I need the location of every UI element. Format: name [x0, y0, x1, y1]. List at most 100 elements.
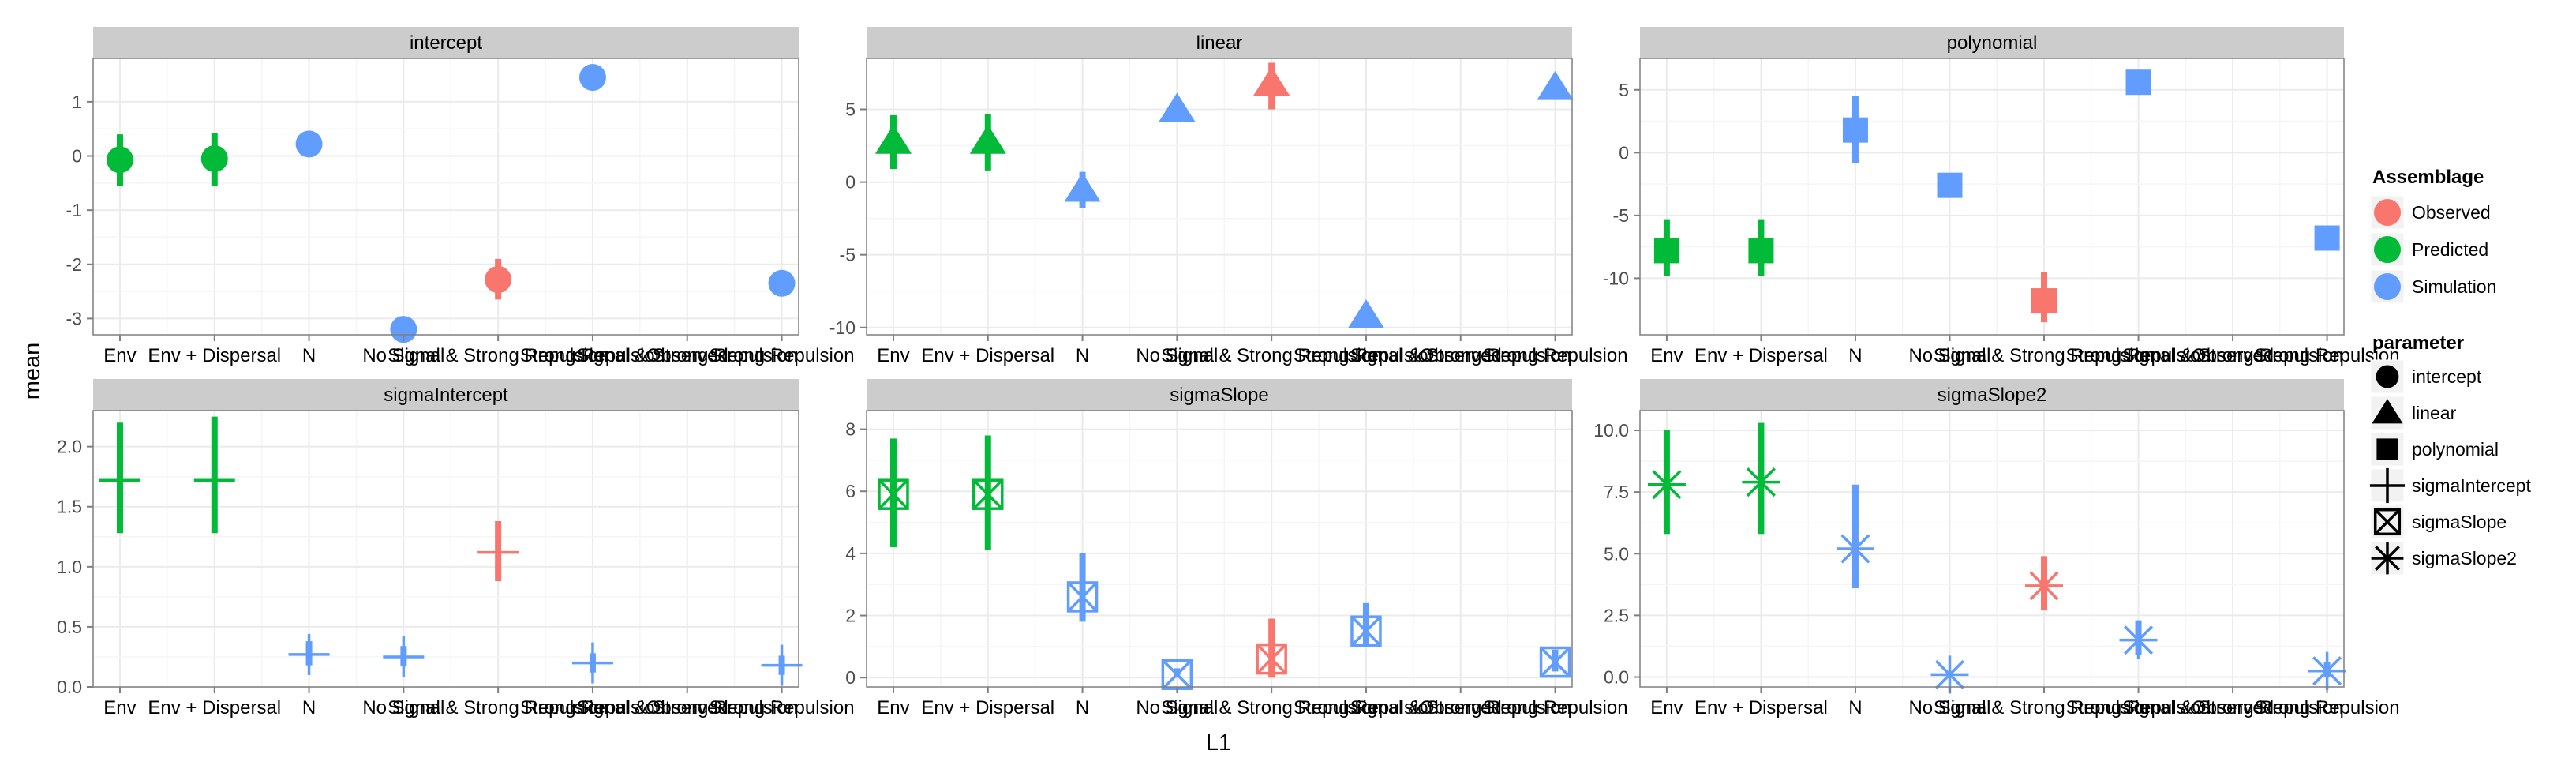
- data-point: [874, 125, 912, 154]
- y-tick-label: 10.0: [1593, 420, 1629, 441]
- panel-background: [1640, 411, 2344, 687]
- data-point: [477, 531, 519, 573]
- x-tick-label: Env + Dispersal: [148, 345, 281, 366]
- data-point: [1539, 646, 1571, 678]
- legend-symbol-polynomial: [2376, 438, 2398, 460]
- x-tick-label: Strong Repulsion: [2065, 697, 2211, 719]
- data-point: [878, 478, 909, 510]
- panel-border: [92, 410, 799, 688]
- legend-symbol-linear: [2372, 399, 2403, 424]
- data-point: [768, 269, 796, 297]
- x-tick-label: Observed: [2192, 345, 2274, 366]
- x-tick-label: No Signal: [1908, 697, 1990, 719]
- strip-background: [1640, 27, 2344, 58]
- legend-symbol-sigmaslope: [2373, 508, 2402, 536]
- legend-swatch-observed: [2374, 199, 2401, 226]
- y-tick-label: 5: [1619, 80, 1629, 100]
- x-tick-label: Strong Repulsion: [520, 697, 665, 719]
- x-tick-label: Strong Repulsion: [520, 345, 665, 366]
- y-tick-label: -2: [66, 254, 82, 275]
- x-tick-label: No Signal: [1136, 697, 1218, 719]
- strip-label: sigmaIntercept: [384, 385, 508, 406]
- panel-background: [93, 411, 799, 687]
- x-tick-label: Env + Dispersal: [921, 345, 1054, 366]
- y-tick-label: -1: [66, 200, 82, 220]
- y-tick-label: 0: [845, 172, 856, 193]
- strip-background: [867, 379, 1572, 411]
- x-tick-label: Signal & Strong Repulsion: [1934, 345, 2155, 366]
- data-point: [1748, 238, 1774, 264]
- legend-title-assemblage: Assemblage: [2372, 167, 2484, 188]
- strip-label: sigmaSlope2: [1938, 385, 2047, 406]
- legend-label: polynomial: [2412, 439, 2499, 460]
- x-tick-label: Strong Repulsion: [2255, 697, 2400, 719]
- y-axis-title: mean: [20, 343, 45, 400]
- data-point: [969, 125, 1006, 154]
- data-point: [2031, 288, 2057, 314]
- x-tick-label: N: [1848, 697, 1862, 719]
- data-point: [390, 316, 417, 343]
- y-tick-label: 0: [72, 146, 82, 167]
- panel-sigmaSlope2: sigmaSlope2 10.0 7.5 5.0 2.5 0.0 Env Env + Disp…: [1593, 379, 2400, 719]
- x-tick-label: Strong Repulsion: [1482, 345, 1627, 366]
- x-tick-label: Signal & Strong Repulsion: [1350, 697, 1571, 719]
- legend-label: sigmaSlope: [2412, 512, 2507, 532]
- legend-title-parameter: parameter: [2372, 332, 2464, 354]
- panel-border: [866, 58, 1573, 336]
- y-tick-label: -5: [840, 245, 856, 265]
- data-point: [200, 144, 228, 172]
- data-point: [1064, 172, 1101, 202]
- x-tick-label: Observed: [646, 697, 728, 719]
- panel-border: [1639, 410, 2345, 688]
- strip-label: linear: [1196, 32, 1243, 54]
- x-tick-label: N: [302, 697, 316, 719]
- x-tick-label: N: [302, 345, 316, 366]
- x-tick-label: Signal & Strong Repulsion: [388, 345, 608, 366]
- x-tick-label: N: [1076, 697, 1089, 719]
- y-tick-label: 6: [845, 481, 856, 501]
- data-point: [1253, 66, 1290, 96]
- x-tick-label: N: [1076, 345, 1089, 366]
- x-tick-label: Signal & Strong Repulsion: [577, 697, 798, 719]
- x-tick-label: Signal & Strong Repulsion: [388, 697, 608, 719]
- x-tick-label: Env: [1650, 697, 1683, 719]
- y-tick-label: 2.0: [57, 437, 82, 457]
- data-point: [1256, 643, 1287, 675]
- y-tick-label: 0.5: [57, 617, 82, 637]
- y-tick-label: -10: [1603, 268, 1629, 288]
- y-tick-label: -3: [66, 308, 82, 328]
- data-point: [1842, 117, 1868, 143]
- x-tick-label: Env: [103, 345, 136, 366]
- data-point: [1159, 92, 1196, 122]
- y-tick-label: -5: [1613, 205, 1629, 226]
- y-tick-label: 4: [845, 543, 856, 564]
- x-tick-label: Observed: [646, 345, 728, 366]
- legend-symbol-sigmaslope2: [2371, 542, 2404, 575]
- strip-background: [93, 27, 799, 58]
- data-point: [2308, 651, 2346, 690]
- legend-label: linear: [2412, 403, 2457, 423]
- data-point: [1647, 465, 1686, 504]
- legend: Assemblage Observed Predicted Simulation par…: [2369, 167, 2531, 576]
- x-tick-label: Signal & Strong Repulsion: [2122, 345, 2343, 366]
- data-point: [571, 642, 613, 684]
- data-point: [485, 266, 512, 293]
- data-point: [1742, 463, 1780, 501]
- x-tick-label: Observed: [1420, 345, 1502, 366]
- y-tick-label: 0.0: [1604, 667, 1629, 688]
- legend-label: Observed: [2412, 202, 2491, 223]
- legend-swatch-simulation: [2374, 273, 2401, 300]
- x-tick-label: Signal & Strong Repulsion: [1161, 345, 1382, 366]
- legend-label: intercept: [2412, 366, 2482, 387]
- x-tick-label: No Signal: [362, 345, 444, 366]
- data-point: [1347, 299, 1385, 328]
- panel-background: [867, 411, 1572, 687]
- legend-label: sigmaIntercept: [2412, 475, 2531, 496]
- data-point: [972, 478, 1004, 510]
- y-tick-label: 0: [1619, 142, 1629, 163]
- data-point: [761, 644, 803, 686]
- strip-background: [867, 27, 1572, 58]
- legend-label: Predicted: [2412, 239, 2488, 260]
- strip-label: polynomial: [1947, 32, 2038, 54]
